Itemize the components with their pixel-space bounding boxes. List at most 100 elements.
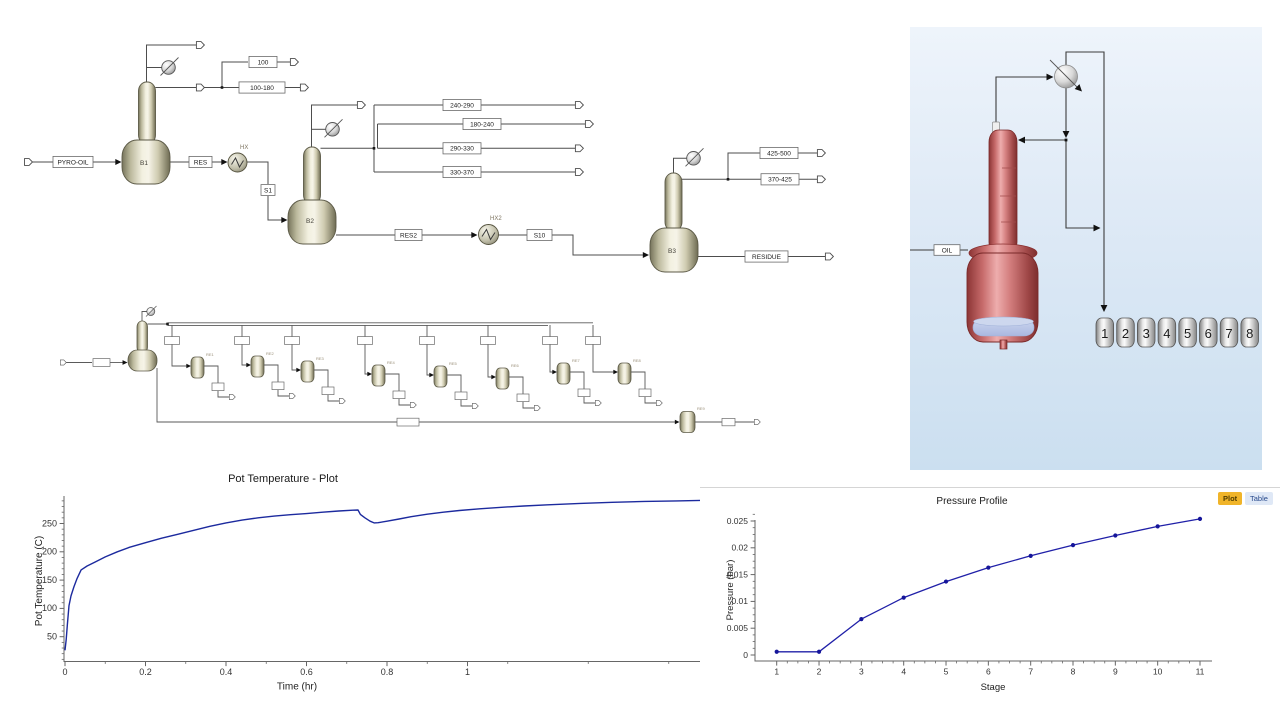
re9-label: RE9 bbox=[697, 406, 706, 411]
receiver-drum-label: RE7 bbox=[572, 358, 581, 363]
chart-title: Pot Temperature - Plot bbox=[228, 473, 338, 485]
pot-temperature-chart: Pot Temperature - Plot Pot Temperature (C… bbox=[34, 473, 701, 693]
stream-label-blank bbox=[454, 391, 468, 400]
junction-dot bbox=[1064, 138, 1068, 142]
fs1-stream-lines bbox=[32, 44, 825, 257]
y-tick-label: 0.01 bbox=[731, 596, 748, 606]
receiver-drum-label: RE3 bbox=[316, 356, 325, 361]
batch-column-3d bbox=[966, 121, 1039, 350]
inlet-arrow bbox=[367, 371, 372, 377]
svg-text:PYRO-OIL: PYRO-OIL bbox=[57, 159, 88, 166]
data-point-marker bbox=[1070, 543, 1076, 548]
stream-arrow-icon bbox=[574, 144, 584, 153]
b2-label: B2 bbox=[306, 218, 314, 225]
stream-label-blank bbox=[357, 336, 373, 345]
x-tick-label: 9 bbox=[1113, 667, 1118, 677]
y-tick-label: 200 bbox=[42, 547, 57, 557]
x-tick-label: 10 bbox=[1153, 667, 1163, 677]
fs2-static-lines bbox=[66, 311, 754, 423]
receiver-unit: RE3 bbox=[284, 325, 346, 404]
inlet-arrows bbox=[115, 159, 649, 258]
tab-plot[interactable]: Plot bbox=[1218, 492, 1243, 505]
receiver-drum bbox=[190, 356, 205, 379]
stream-label: 100 bbox=[248, 56, 278, 69]
stream-arrow-icon bbox=[584, 120, 594, 128]
stream-labels: PYRO-OIL RES S1 100 100-180 240-290 180-… bbox=[52, 56, 800, 263]
stream-label: RES2 bbox=[394, 228, 423, 241]
stream-label-blank bbox=[92, 358, 736, 427]
vessels bbox=[121, 81, 699, 273]
svg-text:290-330: 290-330 bbox=[450, 146, 474, 153]
hx2-label: HX2 bbox=[490, 216, 502, 222]
inlet-arrow bbox=[296, 367, 301, 373]
b3-column bbox=[664, 172, 683, 232]
receiver-cylinder bbox=[1137, 317, 1156, 348]
stream-label: 330-370 bbox=[442, 165, 482, 178]
data-point-marker bbox=[1113, 533, 1118, 538]
inlet-arrow bbox=[552, 369, 557, 375]
x-tick-label: 5 bbox=[944, 667, 949, 677]
x-tick-label: 8 bbox=[1071, 667, 1076, 677]
receiver-number: 6 bbox=[1205, 326, 1212, 341]
svg-text:RESIDUE: RESIDUE bbox=[752, 254, 782, 261]
stream-arrow-icon bbox=[228, 394, 236, 400]
y-tick-label: 100 bbox=[42, 603, 57, 613]
into-column-arrow bbox=[1018, 136, 1025, 144]
x-tick-label: 1 bbox=[465, 667, 470, 677]
receiver-unit: RE4 bbox=[357, 325, 417, 408]
receiver-drum-label: RE2 bbox=[266, 351, 275, 356]
receiver-unit: RE7 bbox=[542, 325, 602, 406]
data-point-marker bbox=[816, 649, 822, 654]
svg-text:RES: RES bbox=[194, 159, 208, 166]
data-point-marker bbox=[774, 649, 779, 654]
flowsheet-receiver-train: RE9 RE1 RE2 RE3 RE4 RE5 RE6 RE7 RE8 bbox=[60, 305, 761, 433]
pressure-profile-panel: Pressure Profile Pressure (bar) Stage 1 2 3 4 5… bbox=[700, 487, 1280, 721]
receiver-drum bbox=[300, 360, 315, 383]
x-tick-label: 6 bbox=[986, 667, 991, 677]
stream-arrow-icon bbox=[533, 405, 541, 411]
receiver-number: 5 bbox=[1184, 326, 1191, 341]
data-point-marker bbox=[943, 579, 949, 584]
x-axis-label: Time (hr) bbox=[277, 682, 317, 693]
tab-table[interactable]: Table bbox=[1245, 492, 1273, 505]
stream-label: RES bbox=[188, 155, 213, 168]
x-tick-label: 4 bbox=[901, 667, 906, 677]
fs2-column bbox=[136, 320, 148, 354]
stream-arrow-icon bbox=[824, 252, 834, 261]
x-tick-label: 2 bbox=[817, 667, 822, 677]
pot-drain-nozzle bbox=[999, 339, 1008, 350]
stream-arrow-icon bbox=[655, 400, 663, 406]
b1-pot bbox=[121, 139, 171, 185]
y-tick-label: 50 bbox=[47, 632, 57, 642]
svg-text:370-425: 370-425 bbox=[768, 177, 792, 184]
stream-arrow-icon bbox=[409, 402, 417, 408]
receiver-drum bbox=[617, 362, 632, 385]
receiver-number: 2 bbox=[1122, 326, 1129, 341]
stream-arrow-icon bbox=[816, 149, 826, 157]
receiver-unit: RE6 bbox=[480, 325, 541, 411]
feed-arrow-icon bbox=[60, 359, 67, 366]
oil-stream-label: OIL bbox=[933, 244, 961, 256]
y-tick-label: 0 bbox=[743, 650, 748, 660]
stream-label: 290-330 bbox=[442, 142, 482, 155]
receiver-cylinder bbox=[1219, 317, 1239, 348]
svg-text:100: 100 bbox=[258, 59, 269, 66]
feed-arrow-icon bbox=[24, 158, 33, 166]
y-tick-label: 0.025 bbox=[727, 516, 749, 526]
hx-label: HX bbox=[240, 145, 248, 151]
data-point-marker bbox=[1197, 516, 1203, 521]
receiver-drum-label: RE4 bbox=[387, 360, 396, 365]
fs2-receiver-units: RE1 RE2 RE3 RE4 RE5 RE6 RE7 RE8 bbox=[164, 325, 663, 411]
stream-arrow-icon bbox=[338, 398, 346, 404]
receiver-unit: RE1 bbox=[164, 325, 236, 400]
fs2-column-unit bbox=[127, 305, 158, 372]
receiver-number: 1 bbox=[1101, 326, 1108, 341]
axes bbox=[63, 496, 700, 662]
to-receiver-arrow bbox=[1100, 305, 1108, 312]
inlet-arrow bbox=[491, 374, 496, 380]
pressure-profile-chart: Pressure Profile Pressure (bar) Stage 1 2 3 4 5… bbox=[725, 496, 1212, 693]
stream-label-blank bbox=[321, 386, 335, 395]
axes bbox=[754, 520, 1212, 662]
